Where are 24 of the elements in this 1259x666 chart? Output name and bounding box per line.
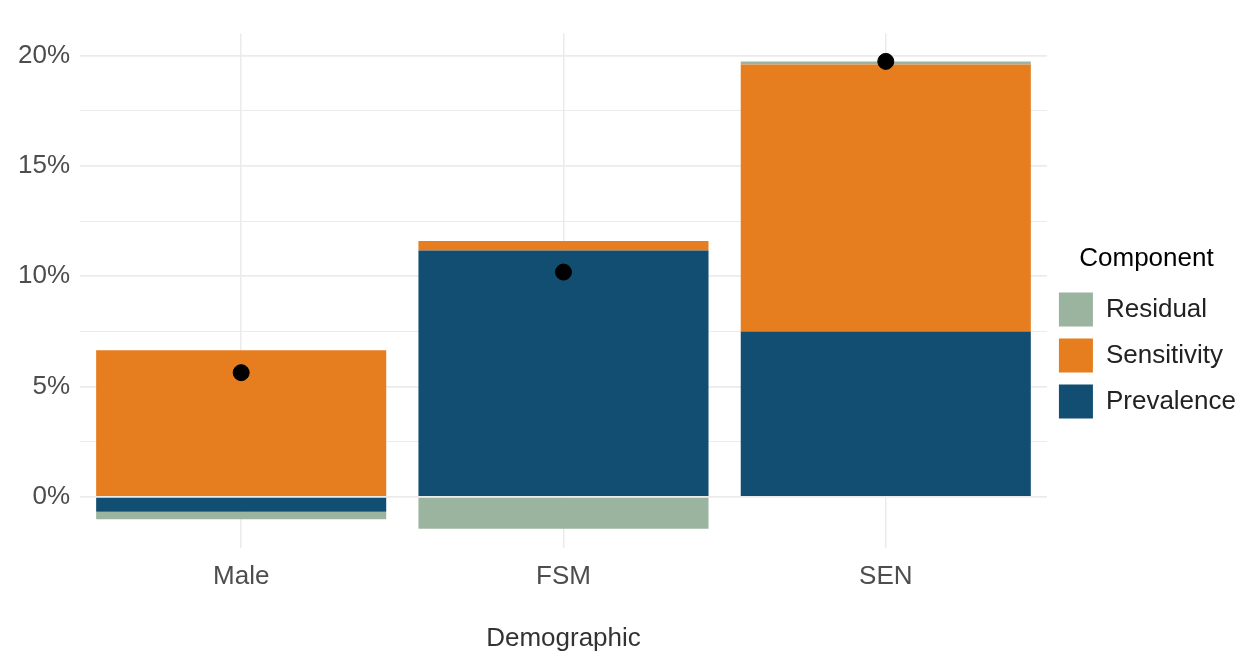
bar — [96, 350, 387, 496]
point — [554, 263, 572, 281]
bar — [418, 250, 709, 496]
legend-label: Sensitivity — [1105, 338, 1223, 369]
y-tick-label: 5% — [32, 369, 71, 400]
y-tick-label: 20% — [17, 38, 71, 69]
point — [877, 52, 895, 70]
x-tick-label: SEN — [859, 560, 913, 591]
bar — [96, 511, 387, 520]
x-tick-label: FSM — [536, 560, 591, 591]
bar — [418, 497, 709, 529]
x-tick-label: Male — [213, 560, 270, 591]
bar — [740, 64, 1031, 332]
bar — [740, 331, 1031, 496]
y-tick-label: 0% — [32, 480, 71, 511]
bar — [418, 240, 709, 251]
legend-title: Component — [1079, 241, 1215, 272]
y-tick-label: 15% — [17, 149, 71, 180]
x-axis-title: Demographic — [486, 621, 641, 652]
point — [232, 364, 250, 382]
legend-label: Prevalence — [1105, 384, 1236, 415]
y-tick-label: 10% — [17, 259, 71, 290]
bar — [96, 497, 387, 512]
legend-label: Residual — [1105, 292, 1208, 323]
